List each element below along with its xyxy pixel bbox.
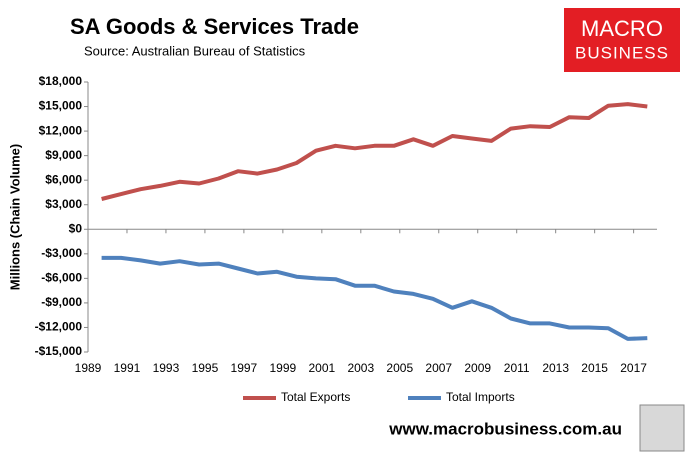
x-tick-label: 1997	[231, 361, 258, 375]
logo-text: BUSINESS	[575, 43, 669, 62]
x-tick-label: 1999	[270, 361, 297, 375]
legend-label: Total Imports	[446, 390, 515, 404]
x-tick-label: 2017	[620, 361, 647, 375]
x-tick-label: 2013	[542, 361, 569, 375]
y-tick-label: -$9,000	[41, 295, 82, 309]
y-tick-label: -$15,000	[35, 344, 83, 358]
x-tick-label: 2011	[504, 361, 530, 375]
y-tick-label: $6,000	[45, 172, 82, 186]
y-tick-label: $12,000	[39, 123, 83, 137]
y-tick-label: $15,000	[39, 99, 83, 113]
y-axis-label: Millions (Chain Volume)	[7, 144, 22, 290]
series-line	[101, 102, 648, 201]
logo-image	[639, 404, 685, 452]
legend-label: Total Exports	[281, 390, 350, 404]
y-tick-label: $3,000	[45, 197, 82, 211]
y-tick-label: $9,000	[45, 148, 82, 162]
logo-box	[564, 8, 680, 72]
series-line	[101, 255, 648, 341]
footer: www.macrobusiness.com.au	[388, 419, 622, 438]
y-tick-label: -$12,000	[35, 320, 83, 334]
x-tick-label: 2003	[347, 361, 374, 375]
y-tick-label: $18,000	[39, 74, 83, 88]
chart-subtitle: Source: Australian Bureau of Statistics	[84, 43, 306, 58]
logo-text: MACRO	[581, 16, 663, 41]
y-tick-label: -$6,000	[41, 271, 82, 285]
x-tick-label: 1991	[114, 361, 141, 375]
x-tick-label: 2009	[464, 361, 491, 375]
y-tick-label: -$3,000	[41, 246, 82, 260]
x-tick-label: 2007	[425, 361, 452, 375]
x-tick-label: 2001	[308, 361, 335, 375]
x-tick-label: 2005	[386, 361, 413, 375]
chart-title: SA Goods & Services Trade	[70, 14, 359, 39]
x-tick-label: 2015	[581, 361, 608, 375]
x-tick-label: 1989	[75, 361, 102, 375]
y-tick-label: $0	[69, 221, 83, 235]
x-tick-label: 1995	[192, 361, 219, 375]
x-tick-label: 1993	[153, 361, 180, 375]
